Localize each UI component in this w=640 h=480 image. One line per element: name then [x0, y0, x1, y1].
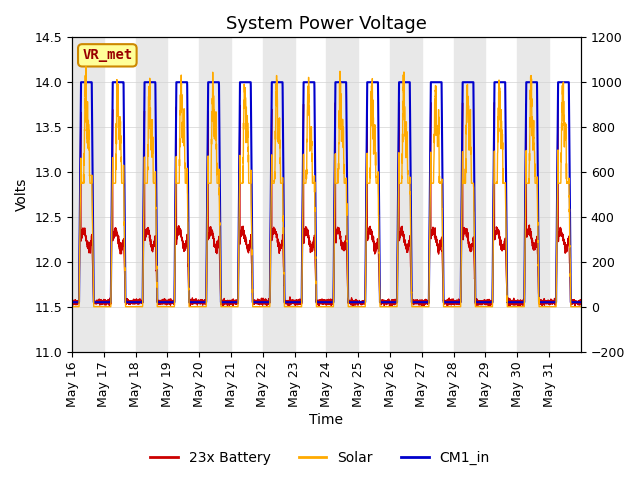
Bar: [517, 37, 549, 351]
Bar: [136, 37, 168, 351]
Bar: [199, 37, 231, 351]
Text: VR_met: VR_met: [82, 48, 132, 62]
Bar: [326, 37, 358, 351]
Bar: [390, 37, 422, 351]
Bar: [263, 37, 294, 351]
Y-axis label: Volts: Volts: [15, 178, 29, 211]
X-axis label: Time: Time: [310, 413, 344, 427]
Title: System Power Voltage: System Power Voltage: [226, 15, 427, 33]
Bar: [454, 37, 486, 351]
Legend: 23x Battery, Solar, CM1_in: 23x Battery, Solar, CM1_in: [145, 445, 495, 471]
Bar: [72, 37, 104, 351]
